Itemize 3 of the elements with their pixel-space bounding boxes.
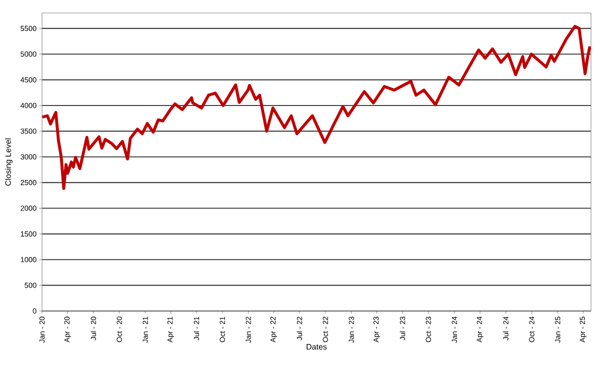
line-series: [42, 24, 591, 190]
y-axis-title: Closing Level: [5, 138, 12, 186]
x-axis-title: Dates: [306, 344, 327, 350]
